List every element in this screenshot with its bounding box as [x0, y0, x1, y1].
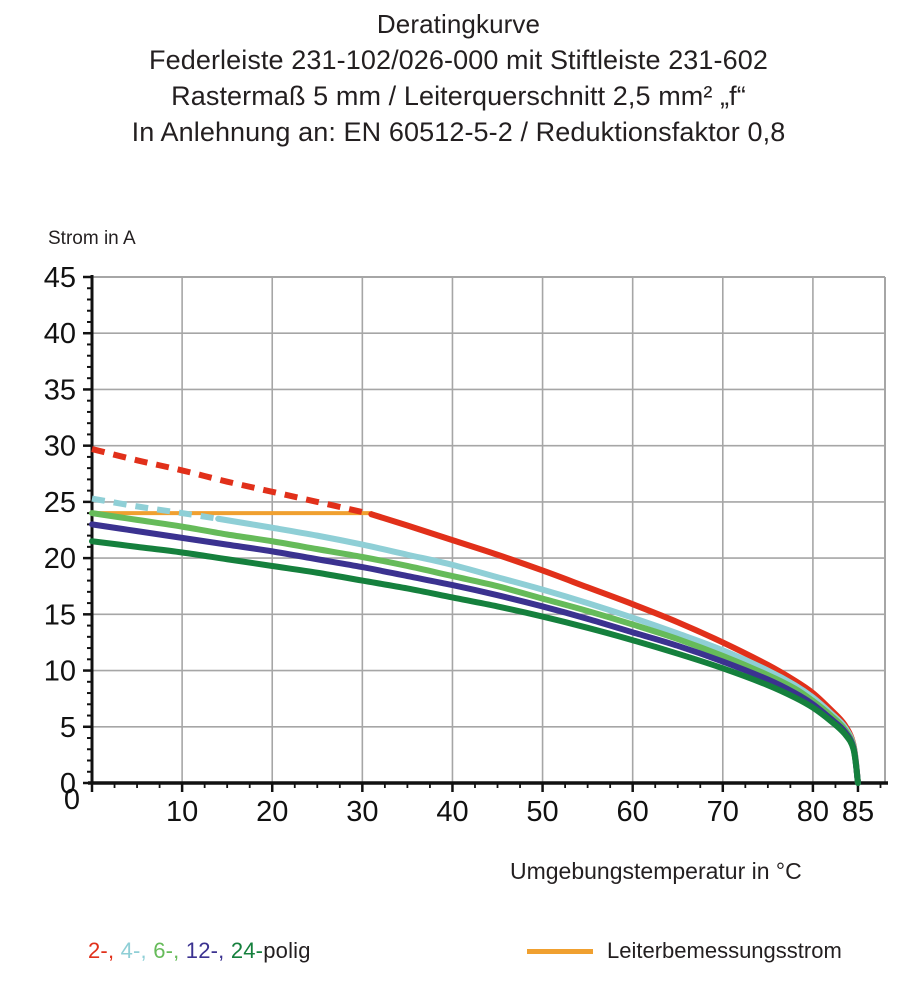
series-line: [368, 511, 861, 786]
x-axis-title: Umgebungstemperatur in °C: [510, 858, 802, 884]
legend-pole-part: 12-,: [185, 938, 231, 963]
x-tick-label: 30: [346, 796, 378, 828]
y-tick-label: 15: [44, 599, 76, 631]
title-line-3: Rastermaß 5 mm / Leiterquerschnitt 2,5 m…: [171, 81, 746, 111]
y-tick-label: 0: [60, 768, 76, 800]
title-line-1: Deratingkurve: [376, 9, 541, 39]
series-line-dashed: [91, 446, 373, 518]
legend-pole-part: 4-,: [120, 938, 154, 963]
y-tick-label: 5: [60, 712, 76, 744]
title-line-2: Federleiste 231-102/026-000 mit Stiftlei…: [149, 45, 768, 75]
legend-rated-swatch: [527, 948, 593, 954]
y-tick-label: 10: [44, 656, 76, 688]
legend-pole-part: 2-,: [88, 938, 121, 963]
x-tick-label: 70: [707, 796, 739, 828]
legend-poles: 2-, 4-, 6-, 12-, 24-polig: [88, 938, 311, 964]
x-tick-label: 0: [64, 784, 80, 816]
y-tick-label: 30: [44, 431, 76, 463]
x-tick-label: 60: [617, 796, 649, 828]
series-line: [89, 538, 861, 786]
y-tick-label: 20: [44, 543, 76, 575]
series-line-dashed: [91, 495, 219, 522]
chart-title-block: Deratingkurve Federleiste 231-102/026-00…: [0, 6, 917, 150]
x-tick-label: 85: [842, 796, 874, 828]
title-line-4: In Anlehnung an: EN 60512-5-2 / Reduktio…: [131, 117, 786, 147]
y-tick-label: 25: [44, 487, 76, 519]
x-tick-label: 10: [166, 796, 198, 828]
legend-rated-label: Leiterbemessungsstrom: [607, 938, 842, 963]
legend-pole-part: polig: [263, 938, 311, 963]
x-tick-label: 20: [256, 796, 288, 828]
y-tick-label: 35: [44, 374, 76, 406]
legend-pole-part: 24-: [230, 938, 264, 963]
legend-pole-part: 6-,: [153, 938, 186, 963]
y-tick-label: 40: [44, 318, 76, 350]
x-tick-label: 80: [797, 796, 829, 828]
chart-legend: 2-, 4-, 6-, 12-, 24-polig Leiterbemessun…: [0, 938, 917, 980]
y-tick-label: 45: [44, 262, 76, 294]
x-tick-label: 40: [436, 796, 468, 828]
x-tick-label: 50: [526, 796, 558, 828]
legend-rated-current: Leiterbemessungsstrom: [527, 938, 842, 964]
y-axis-title: Strom in A: [48, 228, 136, 249]
